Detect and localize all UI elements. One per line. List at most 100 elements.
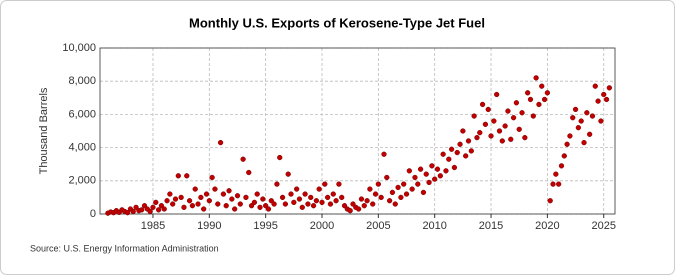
data-point: [558, 163, 565, 169]
data-point: [432, 176, 438, 182]
data-point: [282, 201, 289, 207]
data-point: [513, 100, 520, 106]
data-point: [595, 98, 601, 104]
data-point: [477, 130, 483, 136]
data-point: [274, 181, 280, 187]
data-point: [308, 194, 314, 201]
data-point: [488, 133, 494, 139]
data-point: [516, 126, 522, 132]
data-point: [471, 113, 477, 119]
x-tick-label: 2025: [591, 220, 615, 232]
data-point: [195, 201, 201, 207]
data-point: [124, 210, 131, 216]
data-point: [527, 96, 534, 103]
data-point: [178, 194, 184, 201]
data-point: [463, 153, 469, 159]
data-point: [446, 156, 452, 162]
data-point: [367, 186, 373, 192]
data-point: [350, 201, 356, 207]
data-point: [564, 141, 570, 147]
data-point: [381, 151, 387, 157]
data-point: [584, 110, 590, 116]
x-tick-label: 2005: [366, 220, 390, 232]
data-point: [305, 201, 311, 207]
data-point: [570, 115, 576, 121]
data-point: [553, 171, 559, 177]
y-tick-label: 2,000: [68, 175, 96, 187]
data-point: [147, 208, 153, 215]
data-point: [578, 118, 584, 124]
x-tick-label: 1995: [253, 220, 277, 232]
data-point: [508, 136, 514, 142]
data-point: [310, 203, 317, 209]
data-point: [164, 198, 170, 204]
x-tick-label: 1985: [141, 220, 165, 232]
data-point: [186, 198, 193, 204]
data-point: [375, 181, 381, 187]
data-point: [403, 191, 410, 197]
data-point: [226, 188, 232, 194]
data-point: [217, 139, 224, 146]
data-point: [285, 171, 291, 177]
data-point: [561, 153, 567, 159]
data-point: [519, 110, 525, 116]
data-point: [525, 90, 531, 96]
data-point: [291, 199, 297, 206]
y-tick-label: 4,000: [68, 142, 96, 154]
data-point: [215, 201, 221, 207]
data-point: [268, 198, 274, 204]
data-point: [420, 189, 427, 196]
y-tick-label: 0: [90, 208, 96, 220]
data-point: [339, 194, 345, 201]
data-point: [468, 148, 474, 154]
data-point: [229, 196, 235, 202]
data-point: [302, 191, 308, 197]
data-point: [451, 164, 458, 171]
data-point: [277, 154, 283, 161]
data-point: [161, 206, 167, 212]
data-point: [240, 156, 246, 162]
data-point: [167, 191, 173, 197]
data-point: [556, 181, 562, 187]
data-point: [485, 106, 491, 113]
data-point: [522, 134, 528, 141]
data-point: [201, 206, 207, 212]
data-point: [220, 191, 227, 197]
data-point: [586, 131, 593, 137]
data-point: [293, 186, 300, 192]
data-point: [271, 201, 277, 207]
data-point: [203, 191, 210, 197]
data-point: [263, 203, 269, 209]
data-point: [494, 91, 500, 98]
data-point: [223, 203, 229, 209]
data-point: [541, 96, 548, 103]
data-point: [417, 166, 424, 172]
data-point: [139, 207, 145, 213]
data-point: [372, 191, 379, 197]
data-point: [606, 85, 613, 91]
data-point: [395, 184, 401, 191]
data-point: [279, 194, 286, 201]
data-point: [592, 83, 598, 89]
data-point: [153, 199, 159, 206]
y-axis-label: Thousand Barrels: [38, 87, 50, 174]
data-point: [257, 204, 263, 211]
data-point: [130, 208, 136, 215]
data-point: [237, 201, 243, 207]
data-point: [265, 206, 272, 212]
data-point: [550, 181, 556, 187]
data-point: [536, 101, 542, 108]
data-point: [409, 186, 415, 192]
data-point: [533, 75, 539, 81]
data-point: [260, 196, 266, 202]
data-point: [589, 113, 596, 119]
data-point: [581, 139, 587, 146]
data-point: [474, 134, 480, 141]
data-point: [378, 194, 384, 201]
chart-title: Monthly U.S. Exports of Kerosene-Type Je…: [189, 15, 485, 30]
data-point: [248, 203, 255, 209]
data-point: [539, 83, 545, 89]
data-point: [530, 113, 536, 119]
